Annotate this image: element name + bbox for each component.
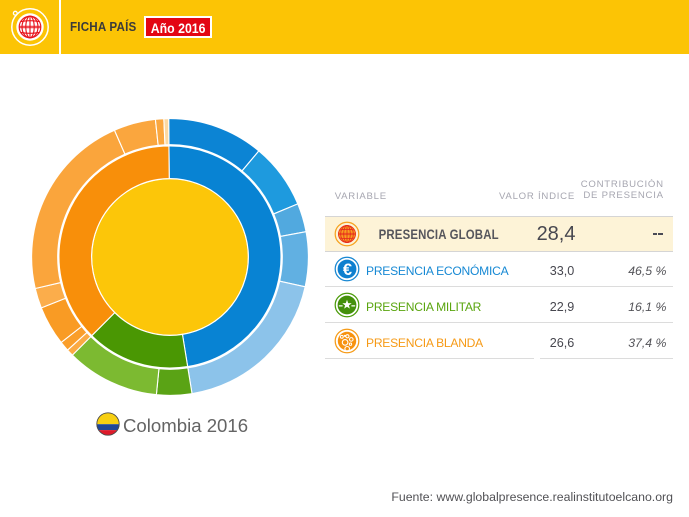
svg-text:€: € [343, 261, 352, 279]
